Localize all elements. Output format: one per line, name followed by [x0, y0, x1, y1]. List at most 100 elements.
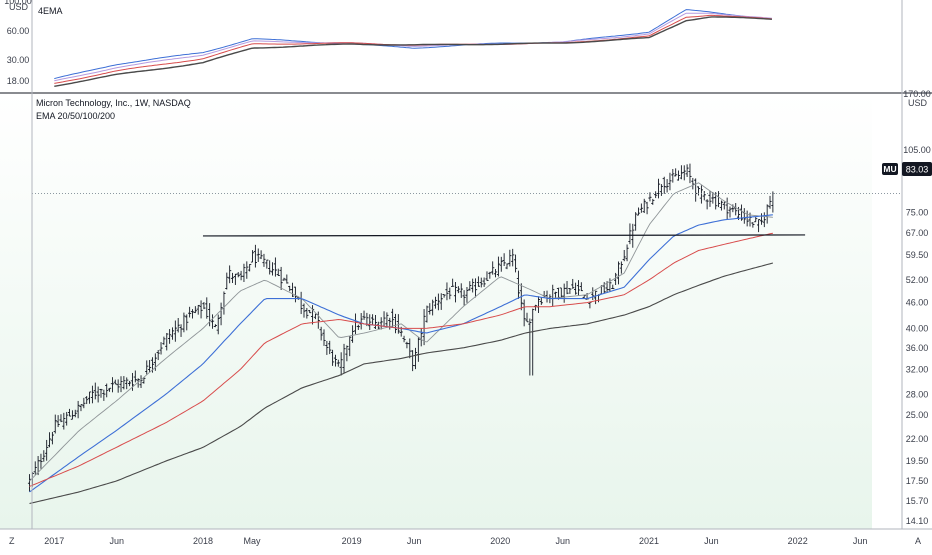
x-tick-label: 2021: [639, 536, 659, 546]
ohlc-bar: [682, 165, 686, 181]
ohlc-bar: [708, 191, 712, 207]
ohlc-bar: [453, 281, 458, 303]
ohlc-bar: [348, 336, 352, 357]
ohlc-bar: [279, 266, 283, 291]
x-tick-label: 2018: [193, 536, 213, 546]
ohlc-bar: [528, 318, 532, 376]
ohlc-bar: [122, 376, 126, 390]
ohlc-bar: [242, 263, 246, 283]
ohlc-bar: [473, 278, 478, 298]
ohlc-bar: [188, 306, 192, 318]
ohlc-bar: [439, 293, 443, 310]
main-y-tick-label: 59.50: [906, 250, 929, 260]
x-tick-label: 2019: [342, 536, 362, 546]
ohlc-bar: [170, 327, 175, 340]
main-y-tick-label: 19.50: [906, 456, 929, 466]
ohlc-bar: [276, 268, 280, 276]
ohlc-bar: [142, 377, 146, 384]
ohlc-bar: [67, 408, 72, 417]
ohlc-bar: [156, 349, 160, 361]
resistance-line[interactable]: [202, 234, 806, 237]
ohlc-bar: [47, 432, 52, 448]
ohlc-bar: [625, 244, 629, 262]
ohlc-bar: [388, 317, 392, 330]
ohlc-bar: [130, 372, 135, 391]
ohlc-bar: [76, 400, 80, 419]
ohlc-bar: [110, 377, 115, 393]
ohlc-bar: [491, 261, 495, 275]
ohlc-bar: [642, 198, 646, 214]
ohlc-bar: [608, 278, 612, 293]
ohlc-bar: [522, 299, 526, 327]
ohlc-bar: [62, 412, 66, 430]
ohlc-bar: [728, 206, 732, 218]
main-pane-indicator-label: EMA 20/50/100/200: [36, 111, 115, 121]
ohlc-bar: [245, 261, 249, 279]
ohlc-bar: [445, 282, 449, 301]
ohlc-bar: [594, 290, 598, 305]
ohlc-bar: [328, 340, 332, 355]
ohlc-bar: [436, 293, 440, 311]
top-y-tick-label: 30.00: [7, 55, 30, 65]
ohlc-bar: [553, 291, 558, 298]
ema-line-4: [29, 262, 774, 505]
ohlc-bar: [228, 265, 232, 284]
ohlc-bar: [96, 386, 100, 403]
ohlc-bar: [756, 219, 761, 233]
ohlc-bar: [371, 314, 375, 326]
ohlc-bar: [213, 324, 217, 328]
ohlc-bar: [431, 299, 435, 316]
ohlc-bar: [571, 278, 575, 289]
ohlc-bar: [345, 345, 349, 362]
ohlc-bar: [505, 263, 509, 270]
ohlc-bar: [582, 295, 586, 299]
ohlc-bar: [648, 192, 652, 202]
main-y-axis[interactable]: 170.00105.0095.0075.0067.0059.5052.0046.…: [903, 89, 931, 526]
main-pane-title: Micron Technology, Inc., 1W, NASDAQ: [36, 98, 191, 108]
x-axis-corner-left[interactable]: Z: [9, 536, 15, 546]
ohlc-bar: [93, 382, 97, 400]
ohlc-bar: [616, 261, 621, 285]
top-y-tick-label: 18.00: [7, 76, 30, 86]
ohlc-bar: [330, 349, 335, 366]
ohlc-bar: [659, 184, 663, 196]
main-y-tick-label: 170.00: [903, 89, 931, 99]
ohlc-bar: [56, 415, 60, 428]
ohlc-bar: [107, 387, 112, 392]
ohlc-bar: [185, 314, 189, 331]
ohlc-bar: [165, 332, 169, 351]
ohlc-bar: [525, 312, 529, 323]
ohlc-bar: [136, 378, 140, 388]
ohlc-bar: [325, 340, 329, 355]
ohlc-bar: [87, 391, 92, 404]
ohlc-bar: [654, 191, 658, 199]
ohlc-bar: [162, 336, 166, 345]
ohlc-bar: [339, 352, 343, 376]
x-tick-label: Jun: [704, 536, 719, 546]
ohlc-bar: [73, 409, 77, 418]
ohlc-bar: [656, 178, 661, 199]
ohlc-bar: [250, 250, 255, 263]
ohlc-bar: [619, 261, 623, 274]
ohlc-bar: [139, 375, 143, 389]
main-y-tick-label: 25.00: [906, 410, 929, 420]
ohlc-bar: [471, 278, 475, 293]
ohlc-bar: [196, 304, 200, 315]
ohlc-bar: [262, 253, 266, 267]
top-ema-line-1: [54, 9, 772, 80]
ohlc-bar: [39, 453, 43, 469]
ohlc-bar: [448, 287, 452, 300]
price-tag[interactable]: MU 83.03: [882, 162, 932, 176]
ohlc-bar: [393, 313, 398, 334]
x-axis[interactable]: 2017 Jun 2018 May 2019 Jun 2020 Jun 2021 Jun 2022 J…: [44, 536, 867, 546]
x-axis-corner-right[interactable]: A: [915, 536, 921, 546]
ohlc-bar: [90, 385, 95, 404]
top-y-axis[interactable]: 100.00 60.00 30.00 18.00: [4, 0, 32, 86]
ohlc-bar: [105, 383, 109, 398]
ohlc-bar: [568, 288, 572, 294]
ohlc-bar: [591, 287, 595, 301]
ohlc-bar: [225, 272, 229, 290]
ohlc-bar: [674, 168, 678, 177]
